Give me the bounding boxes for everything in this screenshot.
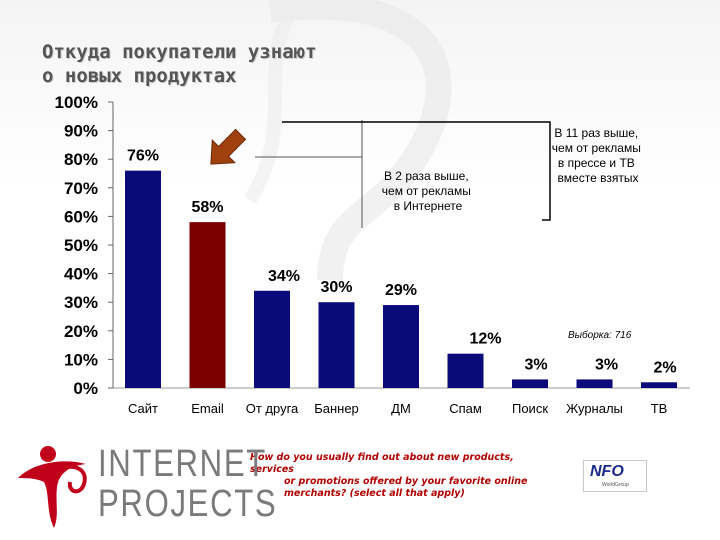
x-tick-label: Баннер — [314, 401, 359, 416]
data-label: 34% — [268, 268, 300, 285]
logo-line-1: INTERNET — [98, 443, 267, 485]
y-tick-label: 20% — [64, 322, 98, 341]
y-tick-label: 70% — [64, 179, 98, 198]
survey-question-line-1: How do you usually find out about new pr… — [250, 452, 514, 475]
bar — [318, 302, 355, 388]
x-tick-label: Email — [191, 401, 224, 416]
x-tick-label: Сайт — [128, 401, 158, 416]
bar — [512, 379, 548, 388]
y-tick-label: 30% — [64, 293, 98, 312]
data-label: 12% — [469, 331, 501, 348]
x-tick-label: Журналы — [566, 401, 623, 416]
data-labels: 76% 58% 34% 30% 29% 12% 3% 3% 2% — [127, 148, 677, 377]
nfo-logo-subtext: WorldGroup — [602, 482, 629, 488]
data-label: 29% — [385, 282, 417, 299]
arrow-icon — [210, 128, 247, 165]
x-tick-label: ДМ — [391, 401, 411, 416]
y-tick-label: 10% — [64, 350, 98, 369]
data-label: 3% — [524, 356, 547, 373]
x-tick-label: Спам — [449, 401, 482, 416]
y-tick-label: 40% — [64, 265, 98, 284]
data-label: 3% — [595, 356, 618, 373]
bar — [125, 170, 161, 388]
data-label: 58% — [191, 199, 223, 216]
y-tick-label: 60% — [64, 207, 98, 226]
chart-title: Откуда покупатели узнают о новых продукт… — [42, 40, 462, 88]
bars — [125, 170, 677, 388]
data-label: 76% — [127, 148, 159, 165]
bar — [576, 379, 613, 388]
survey-question-line-3: merchants? (select all that apply) — [284, 488, 465, 499]
bar — [189, 222, 226, 388]
x-tick-label: От друга — [246, 401, 299, 416]
x-tick-label: ТВ — [651, 401, 668, 416]
annotation-2x: В 2 раза выше, чем от рекламы в Интернет… — [382, 169, 474, 213]
internet-projects-logo: INTERNET PROJECTS — [98, 444, 277, 524]
y-tick-label: 50% — [64, 236, 98, 255]
y-axis: 0% 10% 20% 30% 40% 50% 60% 70% 80% 90% 100% — [55, 93, 690, 398]
nfo-logo-text: NFO — [590, 463, 624, 480]
x-tick-label: Поиск — [512, 401, 548, 416]
internet-projects-logo-figure — [18, 446, 87, 528]
data-label: 2% — [653, 359, 676, 376]
logo-line-2: PROJECTS — [98, 483, 278, 525]
nfo-logo: NFO WorldGroup — [583, 460, 647, 492]
sample-size-note: Выборка: 716 — [568, 329, 632, 341]
annotation-11x: В 11 раз выше, чем от рекламы в прессе и… — [552, 126, 644, 185]
y-tick-label: 80% — [64, 150, 98, 169]
annotation-line-11x — [282, 121, 551, 221]
bar — [254, 290, 290, 388]
y-tick-label: 100% — [55, 93, 98, 112]
y-tick-label: 90% — [64, 122, 98, 141]
bar — [447, 353, 484, 388]
x-axis-labels: Сайт Email От друга Баннер ДМ Спам Поиск Журнал… — [128, 401, 667, 416]
bar — [641, 382, 677, 388]
chart-title-line-2: о новых продуктах — [42, 65, 237, 87]
data-label: 30% — [320, 279, 352, 296]
bar — [383, 305, 419, 388]
chart-title-line-1: Откуда покупатели узнают — [42, 41, 317, 63]
survey-question: How do you usually find out about new pr… — [250, 452, 550, 500]
y-tick-label: 0% — [73, 379, 98, 398]
bar-chart: 0% 10% 20% 30% 40% 50% 60% 70% 80% 90% 100% Сайт Em… — [55, 93, 690, 416]
survey-question-line-2: or promotions offered by your favorite o… — [284, 476, 528, 487]
